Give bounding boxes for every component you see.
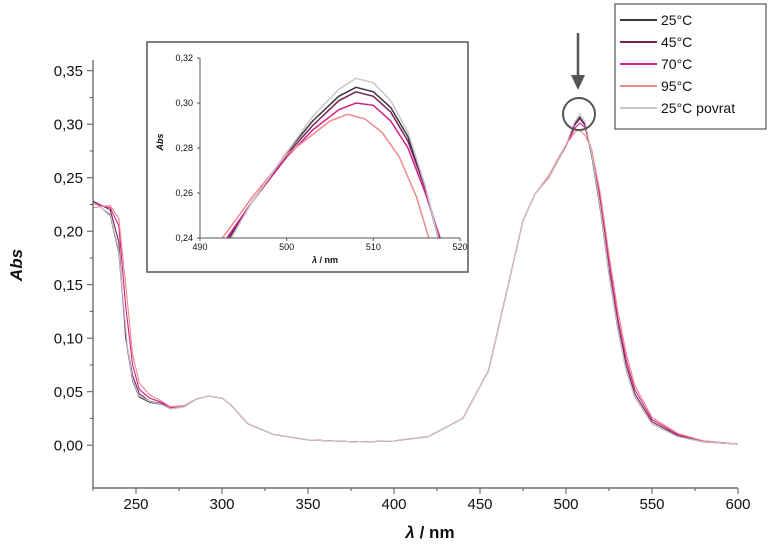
main-x-tick-label: 450 — [467, 496, 492, 513]
x-axis-title: λ / nm — [404, 523, 454, 542]
inset-axes: 490 500 510 520 0,24 0,26 0,28 0,30 0,32 — [175, 53, 467, 252]
inset-series-line-3 — [226, 102, 441, 238]
inset-x-tick-label: 500 — [279, 242, 294, 252]
legend: 25°C 45°C 70°C 95°C 25°C povrat — [614, 3, 767, 130]
main-x-tick-label: 600 — [725, 496, 750, 513]
peak-arrow-head — [571, 75, 585, 90]
inset-y-tick-label: 0,32 — [175, 53, 193, 63]
main-x-tick-label: 550 — [639, 496, 664, 513]
main-y-tick-label: 0,10 — [54, 330, 83, 347]
main-series-lines — [93, 112, 738, 445]
inset-series-lines — [221, 77, 441, 238]
inset-y-tick-label: 0,30 — [175, 98, 193, 108]
main-y-tick-label: 0,20 — [54, 223, 83, 240]
inset-y-tick-label: 0,24 — [175, 233, 193, 243]
main-y-tick-label: 0,35 — [54, 63, 83, 80]
main-y-tick-label: 0,05 — [54, 384, 83, 401]
inset-y-tick-label: 0,28 — [175, 143, 193, 153]
inset-x-tick-label: 520 — [452, 242, 467, 252]
legend-label-5: 25°C povrat — [661, 100, 735, 116]
inset-x-tick-label: 510 — [366, 242, 381, 252]
main-x-tick-label: 300 — [209, 496, 234, 513]
main-x-tick-label: 250 — [123, 496, 148, 513]
main-y-tick-label: 0,25 — [54, 170, 83, 187]
legend-label-2: 45°C — [661, 34, 692, 50]
inset-x-axis-title: λ / nm — [311, 255, 338, 265]
peak-annotation — [562, 33, 596, 131]
main-axes: 250 300 350 400 450 500 550 600 0,00 0,05 0,10 0,15… — [54, 60, 751, 513]
peak-circle — [562, 97, 596, 131]
main-y-tick-label: 0,15 — [54, 277, 83, 294]
main-x-tick-label: 500 — [553, 496, 578, 513]
main-x-tick-label: 400 — [381, 496, 406, 513]
y-axis-title: Abs — [7, 249, 26, 282]
legend-items: 25°C 45°C 70°C 95°C 25°C povrat — [620, 12, 735, 116]
inset-y-axis-title: Abs — [155, 133, 165, 151]
main-y-tick-label: 0,30 — [54, 116, 83, 133]
main-y-tick-label: 0,00 — [54, 437, 83, 454]
inset-x-tick-label: 490 — [192, 242, 207, 252]
inset-y-tick-label: 0,26 — [175, 188, 193, 198]
main-plot: 250 300 350 400 450 500 550 600 0,00 0,05 0,10 0,15… — [7, 60, 751, 542]
main-x-tick-label: 350 — [295, 496, 320, 513]
main-series-line-5 — [93, 112, 738, 445]
inset-series-line-2 — [227, 91, 440, 238]
legend-label-1: 25°C — [661, 12, 692, 28]
legend-label-4: 95°C — [661, 78, 692, 94]
legend-label-3: 70°C — [661, 56, 692, 72]
inset-series-line-5 — [230, 77, 440, 238]
